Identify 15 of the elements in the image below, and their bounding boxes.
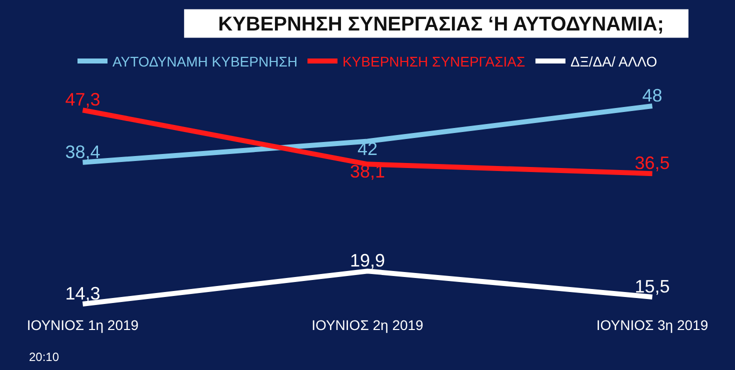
legend-label: ΔΞ/ΔΑ/ ΑΛΛΟ	[570, 53, 658, 70]
chart-title: ΚΥΒΕΡΝΗΣΗ ΣΥΝΕΡΓΑΣΙΑΣ ‘Η ΑΥΤΟΔΥΝΑΜΙΑ;	[218, 14, 664, 36]
legend-label: ΑΥΤΟΔΥΝΑΜΗ ΚΥΒΕΡΝΗΣΗ	[112, 53, 298, 70]
text: 20:10	[29, 350, 60, 364]
data-label: 36,5	[634, 153, 670, 174]
legend-label: ΚΥΒΕΡΝΗΣΗ ΣΥΝΕΡΓΑΣΙΑΣ	[342, 53, 526, 70]
x-tick-label: ΙΟΥΝΙΟΣ 1η 2019	[26, 317, 139, 333]
x-tick-label: ΙΟΥΝΙΟΣ 2η 2019	[312, 317, 424, 333]
x-tick-label: ΙΟΥΝΙΟΣ 3η 2019	[596, 317, 708, 333]
data-label: 15,5	[634, 276, 670, 296]
data-label: 47,3	[65, 90, 100, 110]
data-label: 19,9	[350, 250, 386, 271]
data-label: 14,3	[65, 284, 100, 304]
data-label: 38,4	[65, 142, 100, 162]
data-label: 48	[642, 86, 662, 106]
